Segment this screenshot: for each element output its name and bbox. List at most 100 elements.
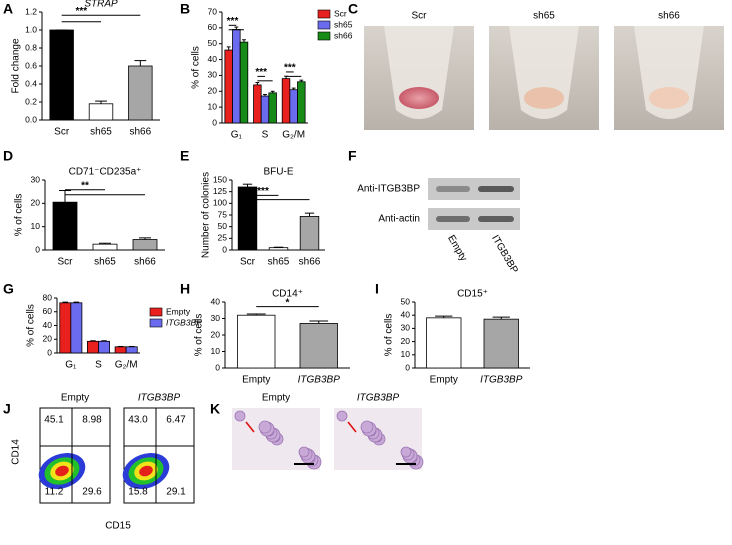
significance-label: ***: [75, 6, 87, 17]
error-bar: [270, 90, 275, 93]
quadrant-value: 29.1: [166, 487, 186, 498]
legend-swatch: [149, 307, 163, 317]
y-tick-label: 20: [211, 329, 221, 339]
x-tick-label: sh66: [129, 127, 151, 138]
error-bar: [246, 313, 266, 316]
quadrant-value: 8.98: [82, 415, 102, 426]
bar: [281, 78, 291, 124]
y-tick-label: 20: [401, 336, 411, 346]
y-tick-label: 30: [31, 174, 41, 184]
y-tick-label: 30: [401, 323, 411, 333]
bar: [237, 186, 258, 251]
pellet: [524, 87, 564, 109]
y-tick-label: 40: [401, 309, 411, 319]
x-tick-label: ITGB3BP: [480, 375, 523, 386]
bar: [59, 302, 72, 354]
y-tick-label: 40: [211, 296, 221, 306]
density: [55, 465, 69, 477]
density: [139, 465, 153, 477]
y-axis-label: Number of colonies: [201, 172, 212, 258]
y-axis-label: % of cells: [191, 46, 202, 89]
y-tick-label: 1.0: [25, 24, 37, 34]
bar: [224, 49, 233, 124]
flow-title: Empty: [61, 393, 89, 404]
y-tick-label: 50: [208, 38, 218, 48]
lane-label: ITGB3BP: [489, 233, 520, 275]
bar: [299, 323, 338, 369]
cell: [400, 446, 412, 458]
y-tick-label: 0: [222, 244, 227, 254]
quadrant-value: 29.6: [82, 487, 102, 498]
panel-letter: H: [180, 281, 190, 297]
chart-title: BFU-E: [264, 167, 294, 178]
x-tick-label: Empty: [242, 375, 270, 386]
y-tick-label: 100: [213, 198, 227, 208]
y-tick-label: 0.4: [25, 78, 37, 88]
bar: [289, 89, 298, 124]
bar: [88, 103, 114, 121]
flow-frame: [39, 407, 111, 504]
chart-title: CD71⁻CD235a⁺: [69, 167, 142, 178]
y-tick-label: 0.8: [25, 42, 37, 52]
y-tick-label: 40: [43, 320, 53, 330]
panel-letter: K: [210, 401, 220, 417]
y-axis-label: % of cells: [384, 314, 395, 357]
legend-label: sh66: [334, 30, 353, 40]
y-tick-label: 10: [211, 346, 221, 356]
error-bar: [255, 82, 260, 85]
y-tick-label: 10: [208, 101, 218, 111]
error-bar: [134, 60, 147, 66]
x-tick-label: G₂/M: [115, 360, 138, 371]
band: [478, 186, 514, 192]
error-bar: [435, 315, 453, 318]
legend-swatch: [149, 318, 163, 328]
bar: [92, 243, 118, 251]
error-bar: [62, 301, 69, 303]
cell: [298, 446, 310, 458]
x-tick-label: Scr: [240, 257, 256, 268]
chart-title: CD14⁺: [272, 289, 303, 300]
bar: [483, 318, 519, 369]
quadrant-value: 43.0: [128, 415, 148, 426]
y-tick-label: 0.0: [25, 114, 37, 124]
legend-label: ITGB3BP: [166, 317, 202, 327]
panel-letter: I: [375, 281, 379, 297]
cell: [360, 420, 374, 434]
panel-letter: B: [180, 1, 190, 17]
blot-row-label: Anti-actin: [378, 214, 420, 225]
y-tick-label: 25: [218, 233, 228, 243]
bar: [52, 201, 78, 251]
bar: [253, 84, 262, 124]
error-bar: [242, 183, 253, 187]
significance-label: *: [286, 297, 290, 308]
y-tick-label: 70: [208, 6, 218, 16]
chart-title: STRAP: [84, 0, 118, 10]
bar: [49, 29, 74, 121]
band: [478, 216, 514, 222]
panel-letter: G: [3, 281, 14, 297]
y-tick-label: 0: [35, 244, 40, 254]
significance-label: ***: [227, 16, 239, 27]
error-bar: [304, 212, 315, 217]
bar: [125, 346, 138, 354]
bar: [114, 346, 127, 354]
photo-label: sh65: [533, 11, 555, 22]
y-tick-label: 150: [213, 174, 227, 184]
cell: [336, 410, 348, 422]
error-bar: [226, 46, 231, 51]
panel-letter: E: [180, 148, 189, 164]
x-tick-label: Scr: [58, 257, 74, 268]
y-tick-label: 20: [43, 334, 53, 344]
significance-label: ***: [255, 67, 267, 78]
flow-y-label: CD14: [11, 439, 22, 465]
panel-letter: A: [3, 1, 13, 17]
x-tick-label: Empty: [430, 375, 458, 386]
x-tick-label: S: [262, 130, 269, 141]
x-tick-label: sh65: [94, 257, 116, 268]
y-tick-label: 30: [208, 70, 218, 80]
x-tick-label: sh65: [268, 257, 290, 268]
y-tick-label: 125: [213, 186, 227, 196]
error-bar: [90, 340, 96, 342]
x-tick-label: sh65: [90, 127, 112, 138]
significance-label: ***: [257, 186, 269, 197]
